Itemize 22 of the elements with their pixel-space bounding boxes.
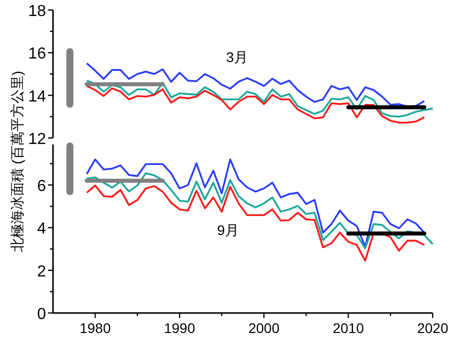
line-series	[86, 172, 434, 250]
annotation: 9月	[217, 222, 239, 238]
y-tick-label: 16	[28, 46, 46, 63]
x-tick-label: 2010	[332, 320, 364, 336]
line-series	[86, 158, 426, 248]
y-tick-label: 2	[37, 263, 46, 280]
line-series	[86, 80, 434, 118]
y-tick-label: 4	[37, 220, 46, 238]
y-axis-title: 北極海冰面積 (百萬平方公里)	[9, 70, 25, 252]
y-tick-label: 12	[28, 131, 46, 148]
line-series	[86, 184, 426, 262]
x-tick-label: 1980	[80, 320, 111, 336]
x-tick-label: 2000	[248, 320, 280, 336]
line-series	[86, 85, 426, 124]
annotation: 3月	[226, 49, 248, 65]
y-tick-label: 0	[37, 306, 46, 323]
x-tick-label: 2020	[417, 320, 448, 336]
y-tick-label: 18	[28, 3, 46, 20]
line-series	[86, 62, 426, 108]
y-tick-label: 14	[28, 88, 46, 106]
y-tick-label: 6	[37, 178, 46, 196]
x-tick-label: 1990	[164, 320, 196, 336]
